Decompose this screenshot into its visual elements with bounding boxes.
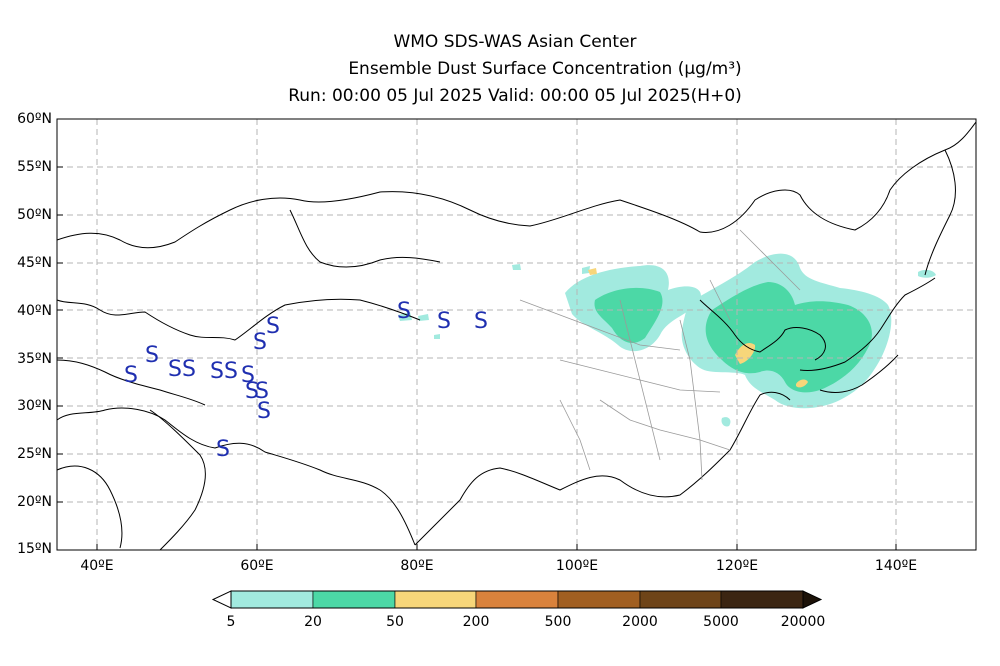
station-marker: S bbox=[241, 363, 255, 388]
station-marker: S bbox=[266, 314, 280, 339]
colorbar bbox=[211, 590, 823, 609]
station-marker: S bbox=[253, 330, 267, 355]
colorbar-bin-50-200 bbox=[394, 590, 477, 609]
station-marker: S bbox=[210, 359, 224, 384]
station-marker: S bbox=[216, 437, 230, 462]
lat-label-45: 45ºN bbox=[17, 255, 52, 271]
colorbar-bin-200-500 bbox=[475, 590, 559, 609]
lat-label-35: 35ºN bbox=[17, 351, 52, 367]
colorbar-frame bbox=[230, 590, 804, 609]
colorbar-bin-5-20 bbox=[230, 590, 314, 609]
lat-label-60: 60ºN bbox=[17, 111, 52, 127]
station-marker: S bbox=[245, 379, 259, 404]
province-borders bbox=[519, 229, 801, 481]
colorbar-bin-5000-20000 bbox=[720, 590, 804, 609]
dust-station-markers: S S S S S S S S S S S S S S S S bbox=[124, 299, 488, 462]
colorbar-low-arrow bbox=[211, 590, 232, 609]
lat-label-30: 30ºN bbox=[17, 398, 52, 414]
lat-label-20: 20ºN bbox=[17, 494, 52, 510]
map-subtitle: Ensemble Dust Surface Concentration (μg/… bbox=[348, 59, 742, 79]
colorbar-label-2000: 2000 bbox=[622, 614, 658, 630]
lon-label-80: 80ºE bbox=[400, 558, 434, 574]
lat-label-40: 40ºN bbox=[17, 303, 52, 319]
lat-label-55: 55ºN bbox=[17, 159, 52, 175]
colorbar-label-20: 20 bbox=[304, 614, 322, 630]
dust-concentration-layer bbox=[398, 253, 936, 427]
coastlines bbox=[56, 121, 977, 551]
lon-label-60: 60ºE bbox=[240, 558, 274, 574]
lon-label-100: 100ºE bbox=[555, 558, 599, 574]
colorbar-bin-20-50 bbox=[312, 590, 396, 609]
colorbar-label-500: 500 bbox=[544, 614, 572, 630]
station-marker: S bbox=[224, 359, 238, 384]
station-marker: S bbox=[397, 299, 411, 324]
run-valid-info: Run: 00:00 05 Jul 2025 Valid: 00:00 05 J… bbox=[288, 86, 742, 106]
lon-label-40: 40ºE bbox=[80, 558, 114, 574]
colorbar-label-5000: 5000 bbox=[703, 614, 739, 630]
colorbar-bin-2000-5000 bbox=[639, 590, 722, 609]
lon-label-140: 140ºE bbox=[874, 558, 918, 574]
station-marker: S bbox=[124, 363, 138, 388]
colorbar-label-200: 200 bbox=[462, 614, 490, 630]
station-marker: S bbox=[437, 309, 451, 334]
lat-label-25: 25ºN bbox=[17, 446, 52, 462]
lon-label-120: 120ºE bbox=[715, 558, 759, 574]
colorbar-label-20000: 20000 bbox=[780, 614, 826, 630]
map-title: WMO SDS-WAS Asian Center bbox=[393, 32, 637, 52]
colorbar-label-5: 5 bbox=[226, 614, 236, 630]
station-marker: S bbox=[145, 343, 159, 368]
graticule bbox=[57, 119, 976, 550]
colorbar-bin-500-2000 bbox=[557, 590, 641, 609]
station-marker: S bbox=[255, 379, 269, 404]
map-frame bbox=[56, 118, 977, 551]
station-marker: S bbox=[182, 357, 196, 382]
map-ticks bbox=[57, 118, 897, 550]
station-marker: S bbox=[168, 357, 182, 382]
station-marker: S bbox=[474, 309, 488, 334]
lat-label-50: 50ºN bbox=[17, 207, 52, 223]
colorbar-high-arrow bbox=[802, 590, 823, 609]
station-marker: S bbox=[257, 399, 271, 424]
lat-label-15: 15ºN bbox=[17, 541, 52, 557]
colorbar-label-50: 50 bbox=[386, 614, 404, 630]
